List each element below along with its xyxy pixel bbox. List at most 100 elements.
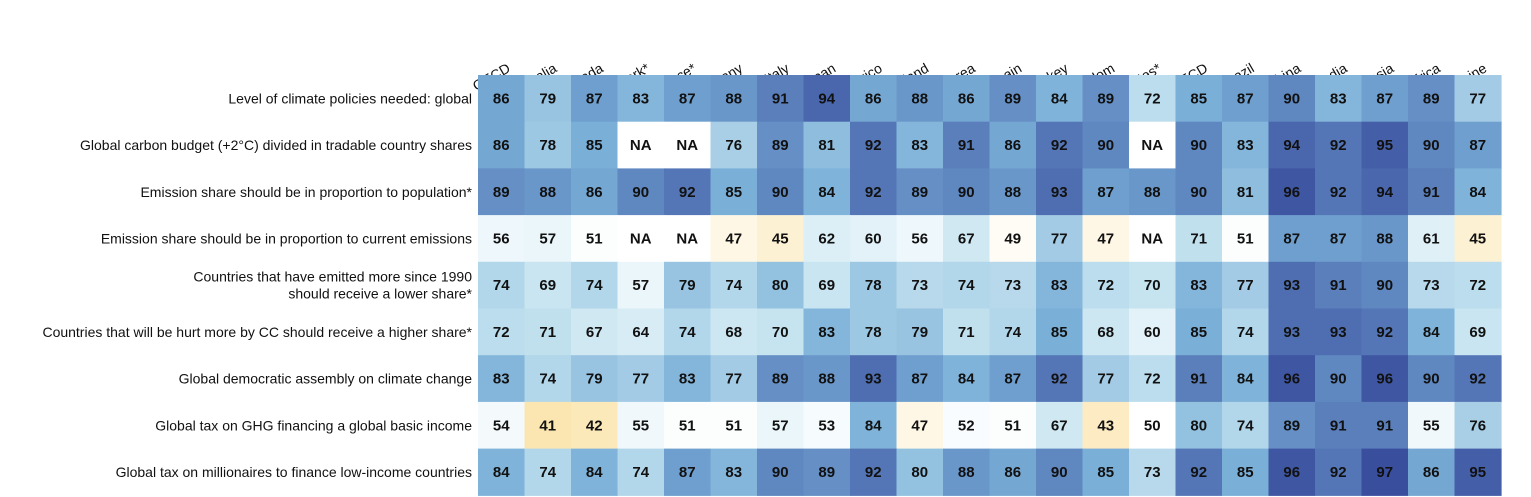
cell-value-label: 76 bbox=[1469, 417, 1486, 434]
cell-value-label: 87 bbox=[679, 464, 696, 481]
cell-value-label: 90 bbox=[1190, 137, 1207, 154]
cell-value-label: 74 bbox=[1237, 324, 1254, 341]
heatmap-cell bbox=[664, 355, 712, 403]
heatmap-cell bbox=[850, 261, 898, 310]
heatmap-cell bbox=[1408, 401, 1456, 450]
cell-value-label: 85 bbox=[1190, 90, 1207, 107]
cell-value-label: 84 bbox=[586, 464, 603, 481]
heatmap-cell bbox=[664, 75, 712, 123]
cell-value-label: 74 bbox=[539, 464, 556, 481]
heatmap-cell bbox=[1175, 448, 1223, 496]
heatmap-cell bbox=[571, 308, 619, 356]
cell-value-label: 79 bbox=[539, 90, 556, 107]
cell-value-label: 72 bbox=[1469, 277, 1486, 294]
cell-value-label: 83 bbox=[911, 137, 928, 154]
heatmap-cell bbox=[757, 75, 805, 123]
heatmap-cell bbox=[524, 401, 572, 450]
cell-value-label: NA bbox=[630, 137, 652, 154]
heatmap-cell bbox=[943, 261, 991, 310]
row-label: Countries that have emitted more since 1… bbox=[193, 269, 472, 302]
cell-value-label: 78 bbox=[865, 277, 882, 294]
heatmap-cell bbox=[1129, 215, 1177, 263]
heatmap-cell bbox=[524, 215, 572, 263]
cell-value-label: 72 bbox=[493, 324, 510, 341]
cell-value-label: 42 bbox=[586, 417, 603, 434]
heatmap-cell bbox=[896, 448, 944, 496]
heatmap-cell bbox=[757, 355, 805, 403]
cell-value-label: 92 bbox=[865, 464, 882, 481]
heatmap-cell bbox=[571, 75, 619, 123]
cell-value-label: 90 bbox=[772, 184, 789, 201]
heatmap-cell bbox=[1175, 75, 1223, 123]
heatmap-cell bbox=[850, 121, 898, 169]
heatmap-cell bbox=[1175, 401, 1223, 450]
cell-value-label: 88 bbox=[725, 90, 742, 107]
heatmap-cell bbox=[1036, 401, 1084, 450]
row-label: Level of climate policies needed: global bbox=[228, 90, 472, 106]
heatmap-cell bbox=[1315, 75, 1363, 123]
cell-value-label: 90 bbox=[958, 184, 975, 201]
cell-value-label: 86 bbox=[958, 90, 975, 107]
heatmap-cell bbox=[943, 75, 991, 123]
heatmap-cell bbox=[989, 261, 1037, 310]
heatmap-cell bbox=[478, 355, 526, 403]
cell-value-label: 45 bbox=[1469, 230, 1486, 247]
heatmap-cell bbox=[1361, 308, 1409, 356]
cell-value-label: NA bbox=[630, 230, 652, 247]
heatmap-cell bbox=[1082, 168, 1130, 216]
heatmap-cell bbox=[617, 168, 665, 216]
cell-value-label: 73 bbox=[911, 277, 928, 294]
cell-value-label: 74 bbox=[539, 371, 556, 388]
heatmap-cell bbox=[850, 355, 898, 403]
heatmap-cell bbox=[989, 215, 1037, 263]
cell-value-label: 86 bbox=[865, 90, 882, 107]
cell-value-label: 86 bbox=[1423, 464, 1440, 481]
cell-value-label: 77 bbox=[1237, 277, 1254, 294]
cell-value-label: 74 bbox=[1237, 417, 1254, 434]
heatmap-cell bbox=[1454, 215, 1502, 263]
cell-value-label: 43 bbox=[1097, 417, 1114, 434]
cell-value-label: 92 bbox=[1330, 137, 1347, 154]
heatmap-cell bbox=[1082, 75, 1130, 123]
heatmap-cell bbox=[1082, 448, 1130, 496]
row-label: Global democratic assembly on climate ch… bbox=[179, 371, 473, 387]
cell-value-label: 88 bbox=[958, 464, 975, 481]
heatmap-cell bbox=[1222, 308, 1270, 356]
heatmap-cell bbox=[1175, 261, 1223, 310]
heatmap-cell bbox=[1036, 261, 1084, 310]
heatmap-cell bbox=[896, 215, 944, 263]
cell-value-label: 90 bbox=[1190, 184, 1207, 201]
heatmap-cell bbox=[850, 168, 898, 216]
heatmap-cell bbox=[1175, 215, 1223, 263]
heatmap-cell bbox=[710, 215, 758, 263]
cell-value-label: 95 bbox=[1469, 464, 1486, 481]
cell-value-label: 88 bbox=[1144, 184, 1161, 201]
cell-value-label: NA bbox=[676, 230, 698, 247]
heatmap-cell bbox=[1361, 121, 1409, 169]
cell-value-label: 83 bbox=[1190, 277, 1207, 294]
heatmap-cell bbox=[1268, 168, 1316, 216]
cell-value-label: 90 bbox=[1330, 371, 1347, 388]
heatmap-cell bbox=[1454, 355, 1502, 403]
cell-value-label: 84 bbox=[493, 464, 510, 481]
cell-value-label: 47 bbox=[1097, 230, 1114, 247]
cell-value-label: 88 bbox=[539, 184, 556, 201]
heatmap-cell bbox=[478, 308, 526, 356]
heatmap-cell bbox=[943, 448, 991, 496]
heatmap-cell bbox=[989, 121, 1037, 169]
heatmap-cell bbox=[1129, 121, 1177, 169]
heatmap-cell bbox=[1361, 401, 1409, 450]
cell-value-label: 49 bbox=[1004, 230, 1021, 247]
cell-value-label: 51 bbox=[725, 417, 742, 434]
heatmap-cell bbox=[617, 121, 665, 169]
heatmap-cell bbox=[1268, 75, 1316, 123]
heatmap-cell bbox=[1454, 75, 1502, 123]
cell-value-label: 60 bbox=[865, 230, 882, 247]
cell-value-label: 89 bbox=[1423, 90, 1440, 107]
heatmap-cell bbox=[1222, 168, 1270, 216]
cell-value-label: 91 bbox=[1330, 417, 1347, 434]
cell-value-label: 76 bbox=[725, 137, 742, 154]
cell-value-label: 88 bbox=[1376, 230, 1393, 247]
cell-value-label: 87 bbox=[1376, 90, 1393, 107]
heatmap-cell bbox=[1268, 215, 1316, 263]
